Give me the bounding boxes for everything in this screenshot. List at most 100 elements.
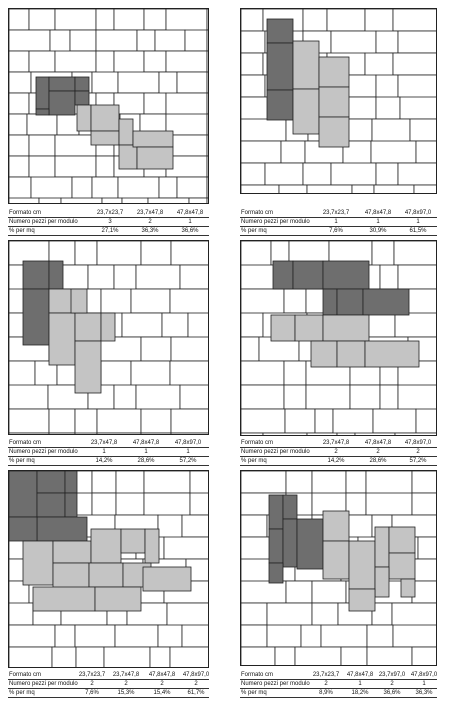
label-formato: Formato cm [9, 210, 42, 216]
tile-light [88, 562, 124, 588]
tile-dark [266, 18, 294, 44]
pieces-1: 2 [334, 449, 338, 455]
tile-dark [268, 494, 284, 530]
tile-white [284, 408, 316, 434]
tile-white [158, 176, 178, 199]
tile-dark [36, 516, 88, 542]
label-pezzi: Numero pezzi per modulo [9, 219, 78, 225]
tile-white [241, 408, 286, 434]
pieces-1: 2 [324, 681, 328, 687]
tile-white [415, 140, 436, 164]
tile-white [365, 492, 413, 516]
tile-white [74, 408, 98, 434]
tile-light [136, 146, 174, 170]
tile-white [95, 29, 138, 52]
tile-white [149, 646, 171, 667]
tile-white [306, 432, 338, 435]
tile-white [392, 9, 436, 32]
tile-light [90, 130, 120, 146]
format-2: 23,7x47,8 [112, 672, 140, 678]
tile-white [283, 288, 307, 314]
tile-white [206, 71, 208, 94]
row-pieces: Numero pezzi per modulo 1 1 1 [8, 448, 209, 457]
percent-3: 15,4% [153, 690, 171, 696]
tile-white [241, 312, 264, 338]
percent-3: 57,2% [409, 458, 427, 464]
pattern-drawing-5 [9, 471, 208, 667]
row-percent: % per mq 14,2% 28,6% 57,2% [240, 457, 437, 466]
tile-white [372, 408, 417, 434]
tile-white [157, 624, 183, 648]
tile-light [32, 586, 96, 612]
tile-light [292, 88, 320, 135]
tile-white [241, 52, 264, 76]
tile-light [388, 526, 416, 554]
tile-white [241, 336, 260, 362]
tile-white [54, 155, 97, 178]
tile-light [132, 130, 174, 148]
label-pezzi: Numero pezzi per modulo [241, 219, 310, 225]
pieces-2: 2 [376, 449, 380, 455]
pattern-drawing-4 [241, 241, 436, 435]
tile-white [241, 471, 287, 494]
pieces-3: 2 [416, 449, 420, 455]
row-format: Formato cm 23,7x47,8 47,8x47,8 47,8x97,0 [240, 439, 437, 448]
tile-white [241, 74, 266, 98]
tile-white [349, 384, 381, 410]
pieces-2: 2 [148, 219, 152, 225]
tile-white [375, 96, 401, 120]
tile-white [69, 29, 97, 52]
tile-white [163, 536, 208, 560]
tile-light [374, 566, 390, 598]
tile-white [75, 646, 105, 667]
row-pieces: Numero pezzi per modulo 1 1 1 [240, 218, 437, 227]
label-percent: % per mq [9, 458, 35, 464]
pieces-2: 1 [358, 681, 362, 687]
tile-white [74, 624, 116, 648]
tile-white [143, 92, 167, 115]
tile-white [96, 432, 142, 434]
tile-white [326, 9, 366, 32]
row-percent: % per mq 8,9% 18,2% 36,6% 36,3% [240, 689, 437, 698]
pattern-drawing-1 [9, 9, 208, 203]
spec-table-1: Formato cm 23,7x23,7 23,7x47,8 47,8x47,8… [8, 209, 209, 236]
label-percent: % per mq [241, 228, 267, 234]
tile-white [397, 30, 436, 54]
pieces-3: 2 [160, 681, 164, 687]
tile-white [48, 432, 76, 434]
tile-dark [268, 562, 284, 584]
tile-white [161, 312, 189, 338]
tile-white [54, 134, 97, 157]
tile-white [87, 264, 115, 290]
tile-light [322, 510, 350, 542]
tile-dark [64, 471, 78, 494]
tile-white [9, 384, 49, 410]
tile-pattern-5 [8, 470, 209, 668]
format-1: 23,7x23,7 [312, 672, 340, 678]
tile-white [397, 162, 436, 186]
tile-white [283, 360, 307, 386]
format-3: 47,8x47,8 [176, 210, 204, 216]
spec-table-5: Formato cm 23,7x23,7 23,7x47,8 47,8x47,8… [8, 671, 209, 698]
tile-white [241, 602, 268, 626]
label-pezzi: Numero pezzi per modulo [9, 449, 78, 455]
tile-white [147, 197, 190, 203]
format-1: 23,7x23,7 [96, 210, 124, 216]
tile-white [241, 162, 266, 186]
tile-white [285, 580, 313, 604]
percent-2: 18,2% [351, 690, 369, 696]
percent-1: 27,1% [101, 228, 119, 234]
tile-white [409, 118, 436, 142]
percent-2: 36,3% [141, 228, 159, 234]
tile-pattern-3 [8, 240, 209, 435]
tile-white [54, 50, 97, 73]
tile-white [9, 9, 30, 31]
tile-dark [74, 90, 90, 106]
label-formato: Formato cm [241, 440, 274, 446]
tile-light [364, 340, 420, 368]
tile-white [241, 360, 285, 386]
row-percent: % per mq 7,6% 30,9% 61,5% [240, 227, 437, 236]
tile-white [140, 432, 172, 434]
pattern-drawing-3 [9, 241, 208, 434]
tile-white [241, 30, 266, 54]
